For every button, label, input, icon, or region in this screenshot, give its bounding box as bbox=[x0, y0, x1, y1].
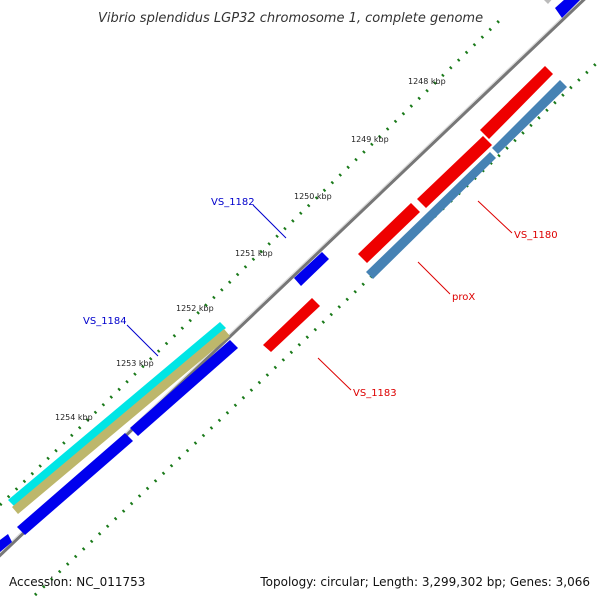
accession-text: Accession: NC_011753 bbox=[9, 575, 145, 589]
outer-tick-row bbox=[0, 18, 502, 507]
gene-label-vs1184[interactable]: VS_1184 bbox=[83, 316, 127, 327]
vs1184-cyan-feature[interactable] bbox=[8, 322, 226, 506]
kbp-label-1248: 1248 kbp bbox=[408, 77, 446, 86]
partial-grey-feature-top[interactable] bbox=[542, 0, 560, 4]
vs1182-leader bbox=[252, 204, 287, 239]
kbp-label-1251: 1251 kbp bbox=[235, 249, 273, 258]
forward-cds-1[interactable] bbox=[17, 433, 133, 535]
forward-cds-partial[interactable] bbox=[0, 534, 12, 552]
kbp-label-1253: 1253 kbp bbox=[116, 359, 154, 368]
vs1182-cds[interactable] bbox=[294, 252, 329, 286]
vs1184-khaki-feature[interactable] bbox=[12, 329, 230, 514]
partial-forward-cds-top[interactable] bbox=[555, 0, 590, 18]
kbp-label-1250: 1250 kbp bbox=[294, 192, 332, 201]
gene-label-vs1182[interactable]: VS_1182 bbox=[211, 197, 255, 208]
genome-summary-text: Topology: circular; Length: 3,299,302 bp… bbox=[259, 575, 590, 589]
kbp-label-1252: 1252 kbp bbox=[176, 304, 214, 313]
prox-feature-segment-2[interactable] bbox=[492, 80, 567, 154]
vs1184-leader bbox=[126, 324, 159, 357]
reverse-cds-1[interactable] bbox=[358, 203, 420, 263]
gene-label-vs1183[interactable]: VS_1183 bbox=[353, 388, 397, 399]
gene-label-vs1180[interactable]: VS_1180 bbox=[514, 230, 558, 241]
prox-leader bbox=[417, 261, 451, 295]
prox-feature-segment-1[interactable] bbox=[366, 152, 496, 279]
map-title: Vibrio splendidus LGP32 chromosome 1, co… bbox=[98, 11, 483, 26]
genome-backbone bbox=[0, 0, 586, 558]
kbp-label-1249: 1249 kbp bbox=[351, 135, 389, 144]
reverse-cds-3[interactable] bbox=[480, 66, 553, 139]
inner-tick-row bbox=[33, 58, 600, 597]
vs1183-leader bbox=[317, 357, 352, 391]
gene-label-prox[interactable]: proX bbox=[452, 292, 475, 303]
vs1183-cds[interactable] bbox=[263, 298, 320, 352]
kbp-label-1254: 1254 kbp bbox=[55, 413, 93, 422]
forward-cds-2[interactable] bbox=[130, 340, 238, 436]
reverse-cds-2[interactable] bbox=[417, 136, 492, 208]
vs1180-leader bbox=[477, 200, 513, 234]
